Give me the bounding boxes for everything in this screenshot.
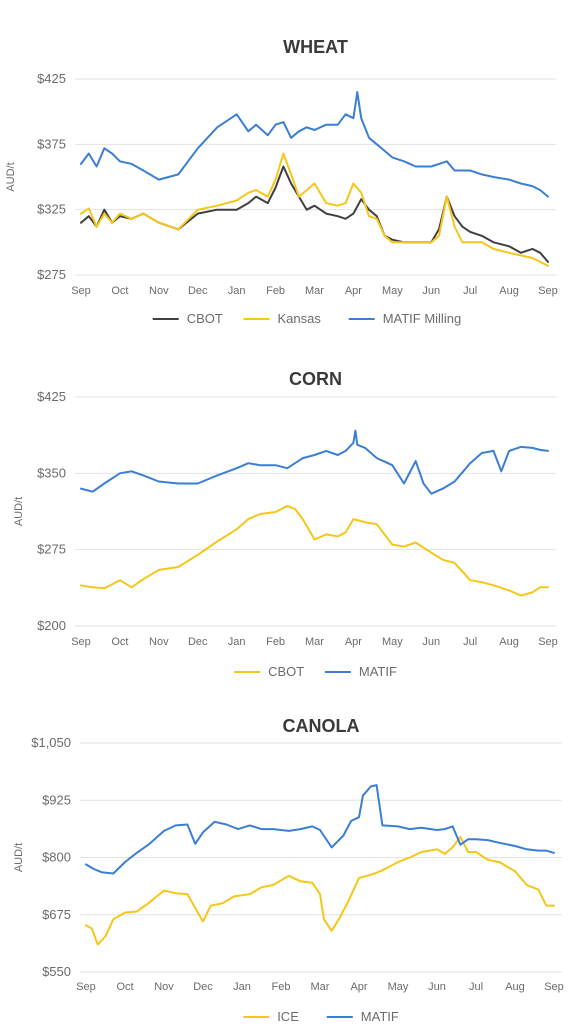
corn-y-tick-label: $350: [37, 465, 66, 480]
canola-x-tick-label: Oct: [116, 981, 133, 993]
wheat-x-tick-label: May: [382, 285, 403, 297]
canola-title: CANOLA: [283, 716, 360, 736]
canola-x-tick-label: Jan: [233, 981, 251, 993]
wheat-legend-label-kansas: Kansas: [278, 311, 322, 326]
canola-x-tick-label: Sep: [544, 981, 564, 993]
wheat-x-tick-label: Oct: [111, 285, 128, 297]
corn-y-axis-label: AUD/t: [13, 497, 25, 526]
canola-y-tick-label: $800: [42, 850, 71, 865]
canola-x-tick-label: Dec: [193, 981, 213, 993]
wheat-x-tick-label: Mar: [305, 285, 324, 297]
canola-x-tick-label: Jul: [469, 981, 483, 993]
corn-y-tick-label: $275: [37, 542, 66, 557]
corn-series-matif: [80, 429, 549, 495]
corn-x-tick-label: Mar: [305, 636, 324, 648]
wheat-x-tick-label: Nov: [149, 285, 169, 297]
canola-y-tick-label: $925: [42, 792, 71, 807]
wheat-x-tick-label: Apr: [345, 285, 362, 297]
wheat-y-tick-label: $275: [37, 267, 66, 282]
canola-x-tick-label: May: [388, 981, 409, 993]
corn-y-tick-label: $425: [37, 389, 66, 404]
canola-x-tick-label: Nov: [154, 981, 174, 993]
canola-x-tick-label: Aug: [505, 981, 525, 993]
corn-legend-label-cbot: CBOT: [268, 664, 304, 679]
wheat-x-tick-label: Jun: [422, 285, 440, 297]
corn-x-tick-label: Jul: [463, 636, 477, 648]
corn-x-tick-label: Apr: [345, 636, 362, 648]
canola-legend-label-matif: MATIF: [361, 1009, 399, 1024]
wheat-legend-label-matif-milling: MATIF Milling: [383, 311, 461, 326]
wheat-x-tick-label: Dec: [188, 285, 208, 297]
corn-series-cbot: [80, 504, 549, 597]
wheat-series-cbot: [80, 165, 549, 263]
wheat-y-tick-label: $325: [37, 202, 66, 217]
canola-y-tick-label: $550: [42, 964, 71, 979]
canola-x-tick-label: Apr: [350, 981, 367, 993]
corn-title: CORN: [289, 369, 342, 389]
corn-x-tick-label: Feb: [266, 636, 285, 648]
wheat-x-tick-label: Feb: [266, 285, 285, 297]
wheat-x-tick-label: Jul: [463, 285, 477, 297]
corn-x-tick-label: May: [382, 636, 403, 648]
corn-x-tick-label: Dec: [188, 636, 208, 648]
wheat-x-tick-label: Sep: [71, 285, 91, 297]
wheat-series-kansas: [80, 152, 549, 267]
canola-y-axis-label: AUD/t: [13, 843, 25, 872]
corn-x-tick-label: Sep: [538, 636, 558, 648]
corn-x-tick-label: Nov: [149, 636, 169, 648]
canola-y-tick-label: $1,050: [31, 735, 71, 750]
corn-x-tick-label: Jun: [422, 636, 440, 648]
canola-legend-label-ice: ICE: [277, 1009, 299, 1024]
wheat-legend-label-cbot: CBOT: [187, 311, 223, 326]
wheat-y-axis-label: AUD/t: [5, 162, 17, 191]
wheat-series-matif-milling: [80, 91, 549, 198]
wheat-y-tick-label: $425: [37, 71, 66, 86]
canola-x-tick-label: Mar: [311, 981, 330, 993]
corn-legend-label-matif: MATIF: [359, 664, 397, 679]
corn-y-tick-label: $200: [37, 618, 66, 633]
corn-x-tick-label: Aug: [499, 636, 519, 648]
wheat-x-tick-label: Aug: [499, 285, 519, 297]
canola-x-tick-label: Sep: [76, 981, 96, 993]
canola-x-tick-label: Jun: [428, 981, 446, 993]
wheat-x-tick-label: Jan: [228, 285, 246, 297]
wheat-y-tick-label: $375: [37, 136, 66, 151]
corn-x-tick-label: Jan: [228, 636, 246, 648]
corn-x-tick-label: Sep: [71, 636, 91, 648]
wheat-title: WHEAT: [283, 37, 348, 57]
wheat-x-tick-label: Sep: [538, 285, 558, 297]
canola-series-ice: [85, 835, 555, 946]
canola-x-tick-label: Feb: [272, 981, 291, 993]
corn-x-tick-label: Oct: [111, 636, 128, 648]
canola-y-tick-label: $675: [42, 907, 71, 922]
canola-series-matif: [85, 784, 555, 875]
